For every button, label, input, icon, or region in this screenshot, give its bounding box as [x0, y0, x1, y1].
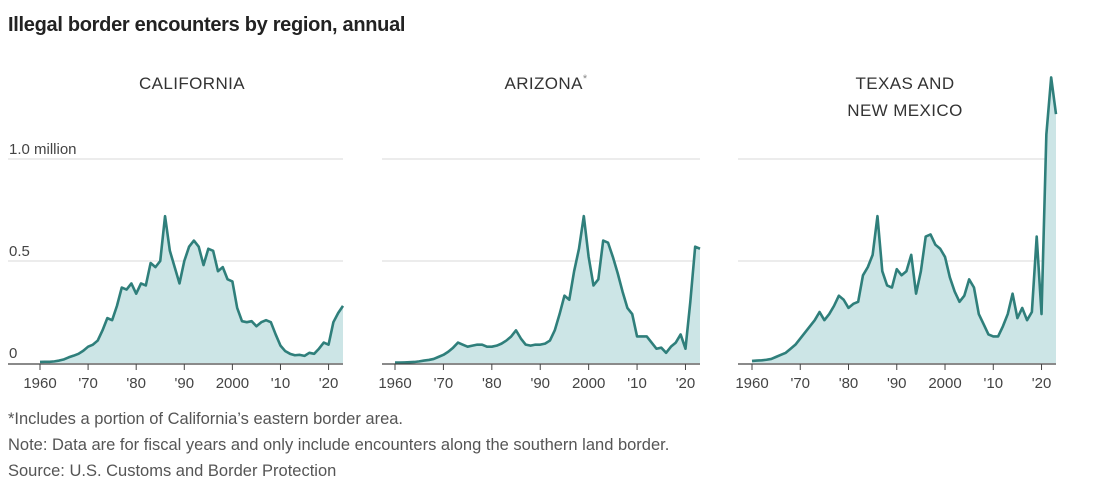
- x-tick-label: '20: [676, 375, 696, 392]
- x-tick-label: '80: [482, 375, 502, 392]
- y-tick-label: 1.0 million: [9, 141, 77, 158]
- x-tick-label: 1960: [378, 375, 411, 392]
- x-tick-label: '70: [434, 375, 454, 392]
- x-tick-label: 1960: [23, 375, 56, 392]
- series-line-0: [39, 214, 345, 364]
- chart-title: Illegal border encounters by region, ann…: [8, 14, 406, 36]
- x-tick-label: '20: [319, 375, 339, 392]
- area-fill-2: [752, 77, 1056, 364]
- x-tick-label: '90: [887, 375, 907, 392]
- y-tick-label: 0: [9, 345, 17, 362]
- x-tick-label: '10: [983, 375, 1003, 392]
- y-tick-label: 0.5: [9, 243, 30, 260]
- footnote-asterisk: *Includes a portion of California’s east…: [8, 410, 404, 428]
- x-tick-label: 2000: [928, 375, 961, 392]
- x-tick-label: 2000: [216, 375, 249, 392]
- panel-title: ARIZONA*: [504, 73, 587, 93]
- x-tick-label: '80: [839, 375, 859, 392]
- x-tick-label: '70: [78, 375, 98, 392]
- series-line-1: [395, 214, 701, 364]
- gridline-layer: [8, 158, 1056, 262]
- footnote-source: Source: U.S. Customs and Border Protecti…: [8, 462, 337, 480]
- x-tick-label: 2000: [572, 375, 605, 392]
- area-fill-1: [395, 216, 700, 363]
- panel-title: NEW MEXICO: [847, 101, 962, 120]
- panel-title: TEXAS AND: [855, 74, 954, 93]
- x-tick-label: 1960: [735, 375, 768, 392]
- area-fill-0: [40, 216, 343, 363]
- footnote-mark: *: [583, 73, 588, 85]
- x-tick-label: '80: [126, 375, 146, 392]
- area-layer: [39, 76, 1058, 364]
- x-tick-label: '90: [530, 375, 550, 392]
- panel-title: CALIFORNIA: [139, 74, 245, 93]
- x-tick-label: '90: [175, 375, 195, 392]
- x-tick-label: '70: [790, 375, 810, 392]
- x-tick-label: '10: [271, 375, 291, 392]
- text-layer: 0 0.5 1.0 million 1960 '70 '80 '90 2000 '10 '20 CA…: [9, 73, 1051, 392]
- footnote-note: Note: Data are for fiscal years and only…: [8, 436, 670, 454]
- series-line-2: [751, 76, 1058, 363]
- x-tick-label: '20: [1032, 375, 1052, 392]
- axis-layer: [8, 363, 1056, 370]
- x-tick-label: '10: [627, 375, 647, 392]
